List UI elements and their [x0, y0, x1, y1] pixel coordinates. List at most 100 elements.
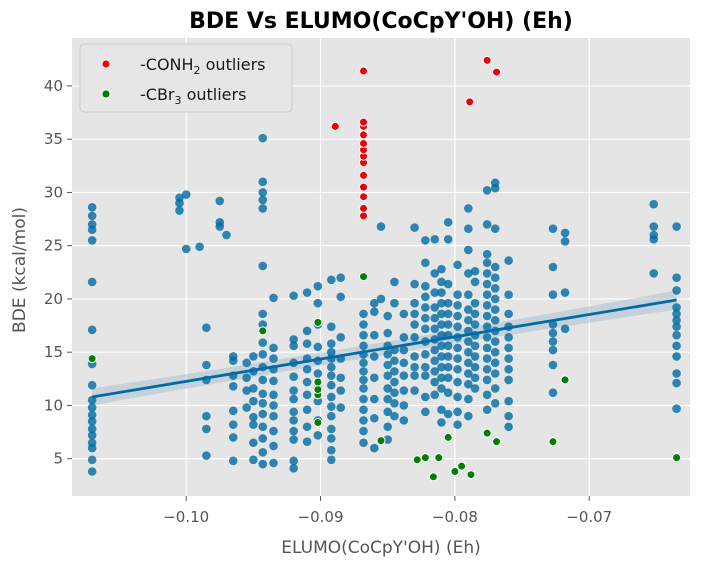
data-point [464, 305, 473, 314]
outlier-point [359, 117, 369, 127]
data-point [437, 384, 446, 393]
data-point [242, 373, 251, 383]
data-point [369, 298, 379, 308]
data-point [453, 322, 462, 331]
data-point [548, 345, 558, 355]
data-point [359, 330, 368, 340]
data-point [326, 402, 336, 411]
data-point [437, 277, 446, 287]
data-point [482, 290, 492, 299]
data-point [443, 235, 453, 244]
data-point [258, 133, 268, 143]
data-point [359, 438, 368, 448]
x-tick-label: −0.09 [298, 508, 344, 526]
data-point [482, 322, 492, 331]
data-point [359, 394, 368, 404]
data-point [453, 377, 462, 387]
legend-label: -CONH2 outliers [140, 55, 265, 77]
data-point [249, 455, 258, 465]
data-point [430, 345, 440, 355]
data-point [269, 441, 278, 451]
data-point [302, 405, 312, 415]
data-point [359, 341, 368, 351]
data-point [369, 307, 379, 317]
outlier-point [443, 432, 453, 442]
data-point [359, 358, 368, 368]
data-point [430, 324, 440, 334]
outlier-point [412, 455, 422, 465]
data-point [453, 260, 462, 270]
data-point [258, 448, 268, 457]
chart-title: BDE Vs ELUMO(CoCpY'OH) (Eh) [189, 9, 573, 34]
data-point [326, 434, 336, 443]
data-point [672, 286, 681, 295]
data-point [421, 258, 430, 268]
y-tick-label: 35 [44, 130, 63, 148]
data-point [490, 178, 500, 188]
data-point [490, 224, 500, 233]
data-point [504, 290, 513, 299]
data-point [326, 371, 336, 380]
data-point [490, 347, 500, 357]
data-point [336, 386, 346, 395]
data-point [87, 424, 97, 434]
data-point [482, 279, 492, 289]
data-point [87, 403, 97, 412]
data-point [336, 273, 346, 282]
data-point [336, 292, 346, 302]
outlier-point [313, 317, 323, 327]
data-point [175, 193, 184, 203]
data-point [228, 381, 238, 391]
data-point [464, 394, 473, 404]
outlier-point [330, 121, 340, 131]
data-point [672, 322, 681, 331]
data-point [437, 352, 446, 361]
data-point [443, 352, 453, 361]
data-point [430, 377, 440, 387]
data-point [504, 422, 513, 432]
data-point [482, 354, 492, 363]
data-point [87, 430, 97, 440]
data-point [313, 342, 323, 352]
outlier-point [428, 472, 438, 482]
data-point [464, 411, 473, 421]
outlier-point [313, 377, 323, 387]
data-point [490, 399, 500, 408]
data-point [672, 378, 681, 388]
data-point [383, 350, 393, 359]
data-point [464, 347, 473, 357]
legend: -CONH2 outliers -CBr3 outliers [79, 43, 293, 113]
data-point [269, 376, 278, 386]
data-point [672, 303, 681, 312]
data-point [228, 456, 238, 466]
data-point [249, 420, 258, 429]
data-point [289, 335, 298, 344]
data-point [470, 309, 480, 319]
data-point [258, 188, 268, 197]
data-point [289, 464, 298, 473]
data-point [87, 220, 97, 229]
data-point [369, 413, 379, 423]
data-point [258, 399, 268, 408]
data-point [649, 230, 659, 240]
data-point [326, 392, 336, 402]
data-point [453, 311, 462, 321]
outlier-point [359, 211, 369, 221]
data-point [482, 301, 492, 310]
data-point [490, 337, 500, 346]
data-point [437, 405, 446, 415]
y-tick-label: 30 [44, 183, 63, 201]
data-point [87, 455, 97, 465]
outlier-point [87, 354, 97, 364]
data-point [421, 303, 430, 312]
data-point [410, 309, 419, 319]
y-axis-label: BDE (kcal/mol) [10, 207, 30, 333]
data-point [399, 345, 409, 355]
data-point [383, 435, 393, 444]
outlier-point [457, 461, 467, 471]
data-point [504, 354, 513, 363]
data-point [490, 284, 500, 293]
data-point [215, 196, 225, 206]
data-point [326, 275, 336, 285]
